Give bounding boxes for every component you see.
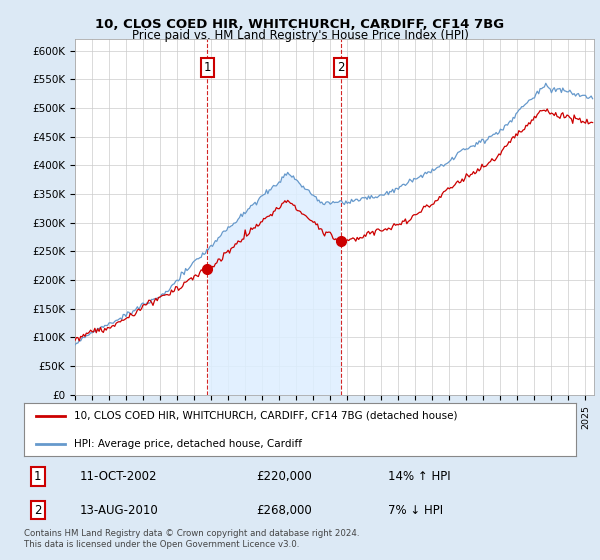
Text: 10, CLOS COED HIR, WHITCHURCH, CARDIFF, CF14 7BG: 10, CLOS COED HIR, WHITCHURCH, CARDIFF, …: [95, 18, 505, 31]
Text: 2: 2: [337, 62, 344, 74]
Text: 2: 2: [34, 503, 41, 516]
Text: 13-AUG-2010: 13-AUG-2010: [79, 503, 158, 516]
Text: 7% ↓ HPI: 7% ↓ HPI: [388, 503, 443, 516]
Text: 1: 1: [34, 470, 41, 483]
Text: 11-OCT-2002: 11-OCT-2002: [79, 470, 157, 483]
Text: 10, CLOS COED HIR, WHITCHURCH, CARDIFF, CF14 7BG (detached house): 10, CLOS COED HIR, WHITCHURCH, CARDIFF, …: [74, 411, 457, 421]
Text: Contains HM Land Registry data © Crown copyright and database right 2024.
This d: Contains HM Land Registry data © Crown c…: [24, 529, 359, 549]
Text: 1: 1: [203, 62, 211, 74]
Text: £268,000: £268,000: [256, 503, 311, 516]
Text: HPI: Average price, detached house, Cardiff: HPI: Average price, detached house, Card…: [74, 438, 302, 449]
Text: Price paid vs. HM Land Registry's House Price Index (HPI): Price paid vs. HM Land Registry's House …: [131, 29, 469, 42]
Text: £220,000: £220,000: [256, 470, 311, 483]
Text: 14% ↑ HPI: 14% ↑ HPI: [388, 470, 451, 483]
